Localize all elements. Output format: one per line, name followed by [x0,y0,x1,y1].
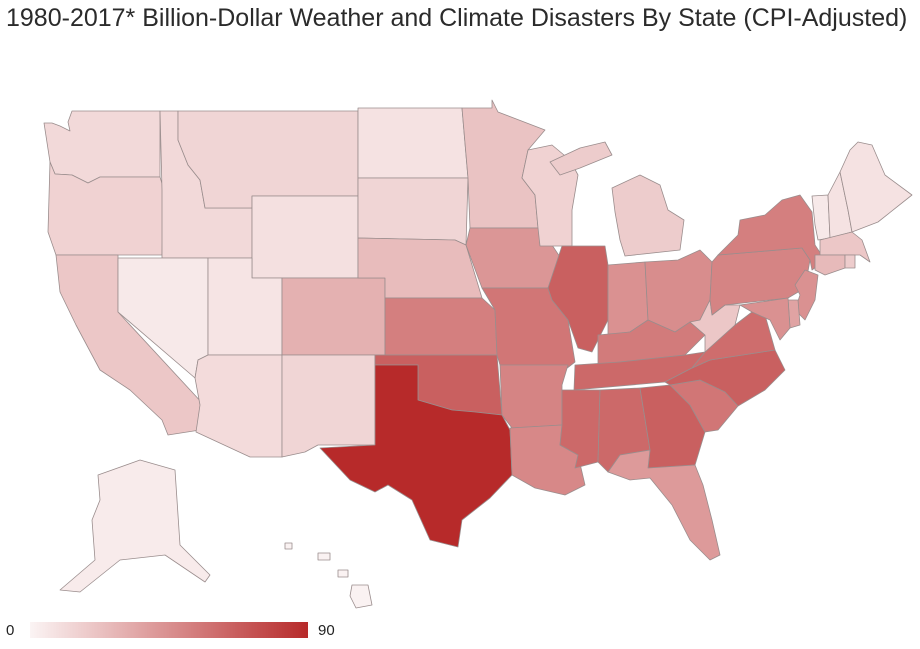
state-ME[interactable] [839,141,913,233]
state-NJ[interactable] [794,269,819,321]
state-AK[interactable] [59,459,211,593]
state-CO[interactable] [281,277,386,356]
state-WY[interactable] [251,195,359,279]
state-RI[interactable] [844,254,856,269]
legend-min-label: 0 [6,622,15,639]
state-IL[interactable] [547,245,609,353]
state-MD[interactable] [739,297,791,341]
state-MI[interactable] [549,141,685,257]
state-WA[interactable] [43,110,161,184]
state-NM[interactable] [281,354,376,458]
legend-gradient-bar [30,622,308,638]
state-MT[interactable] [177,110,359,209]
state-ND[interactable] [357,107,469,179]
state-WV[interactable] [689,299,741,353]
state-CT[interactable] [814,254,846,276]
legend-max-label: 90 [318,622,335,639]
state-KS[interactable] [384,297,498,356]
state-FL[interactable] [607,449,721,561]
state-AR[interactable] [499,364,569,429]
state-OR[interactable] [47,161,165,256]
state-AZ[interactable] [194,354,283,458]
state-VT[interactable] [811,194,831,241]
state-HI[interactable] [284,542,373,609]
map-title: 1980-2017* Billion-Dollar Weather and Cl… [6,4,908,32]
state-SD[interactable] [357,177,469,246]
state-NY[interactable] [717,194,826,271]
state-TX[interactable] [319,364,513,548]
